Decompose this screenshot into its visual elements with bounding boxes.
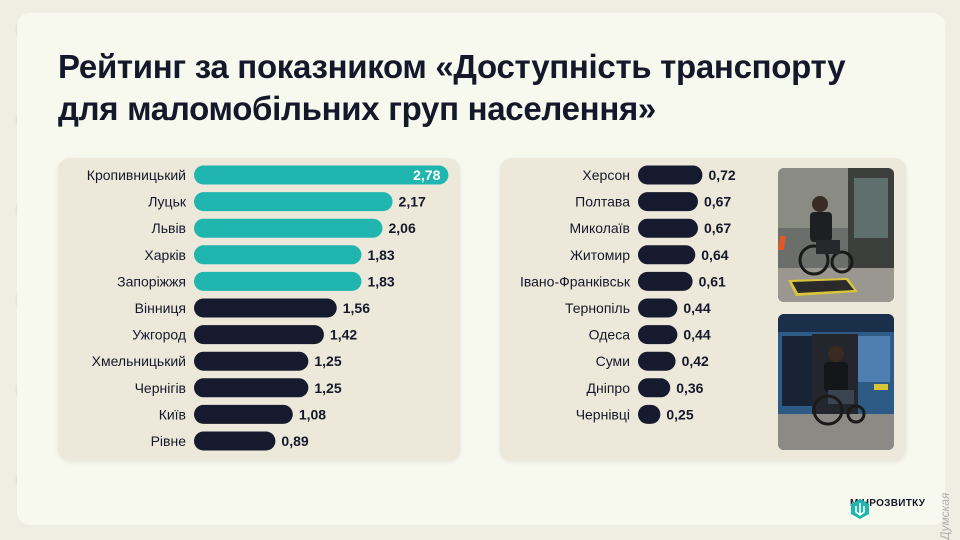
category-label: Харків <box>144 247 186 263</box>
category-label: Івано-Франківськ <box>520 273 631 289</box>
category-label: Чернівці <box>576 406 630 422</box>
bar <box>194 245 362 265</box>
category-label: Рівне <box>151 433 187 449</box>
bar <box>638 192 698 212</box>
watermark: Думская <box>938 492 952 540</box>
data-label: 0,44 <box>683 327 710 343</box>
category-label: Херсон <box>582 167 630 183</box>
category-label: Запоріжжя <box>117 273 186 289</box>
bar <box>194 165 449 185</box>
data-label: 0,42 <box>682 353 709 369</box>
logo-text: МІНРОЗВИТКУ <box>850 498 926 509</box>
bar <box>194 218 383 238</box>
category-label: Миколаїв <box>569 220 630 236</box>
category-label: Полтава <box>575 194 630 210</box>
bar <box>194 431 276 451</box>
data-label: 2,78 <box>413 167 440 183</box>
bar <box>638 298 678 318</box>
bar <box>194 378 309 398</box>
photo-wheelchair-ramp <box>778 168 894 302</box>
bar <box>638 351 676 371</box>
category-label: Луцьк <box>148 194 187 210</box>
data-label: 0,36 <box>676 380 703 396</box>
category-label: Тернопіль <box>565 300 630 316</box>
category-label: Львів <box>152 220 186 236</box>
data-label: 0,67 <box>704 220 731 236</box>
category-label: Ужгород <box>132 327 186 343</box>
category-label: Хмельницький <box>92 353 186 369</box>
category-label: Одеса <box>589 327 631 343</box>
bar <box>194 192 393 212</box>
data-label: 0,67 <box>704 194 731 210</box>
bar <box>638 271 693 291</box>
category-label: Вінниця <box>135 300 186 316</box>
category-label: Кропивницький <box>87 167 186 183</box>
bar <box>194 298 337 318</box>
data-label: 2,17 <box>399 194 426 210</box>
data-label: 1,25 <box>314 380 341 396</box>
data-label: 1,25 <box>314 353 341 369</box>
data-label: 2,06 <box>388 220 415 236</box>
bar <box>194 271 362 291</box>
bar <box>638 325 678 345</box>
data-label: 1,08 <box>299 406 326 422</box>
category-label: Житомир <box>570 247 630 263</box>
category-label: Суми <box>596 353 630 369</box>
data-label: 0,61 <box>699 273 726 289</box>
category-label: Дніпро <box>587 380 631 396</box>
data-label: 1,56 <box>343 300 370 316</box>
bar <box>638 404 661 424</box>
bar <box>638 165 703 185</box>
data-label: 0,44 <box>683 300 710 316</box>
bar <box>194 404 293 424</box>
ministry-logo: МІНРОЗВИТКУ <box>850 498 926 519</box>
category-label: Київ <box>159 406 186 422</box>
bar <box>638 245 696 265</box>
data-label: 1,42 <box>330 327 357 343</box>
data-label: 0,64 <box>701 247 728 263</box>
bar <box>194 351 309 371</box>
data-label: 0,89 <box>281 433 308 449</box>
data-label: 1,83 <box>367 273 394 289</box>
photo-wheelchair-bus <box>778 314 894 450</box>
data-label: 0,25 <box>666 406 693 422</box>
data-label: 1,83 <box>367 247 394 263</box>
category-label: Чернігів <box>135 380 186 396</box>
data-label: 0,72 <box>708 167 735 183</box>
bar <box>638 378 671 398</box>
bar <box>194 325 324 345</box>
bar <box>638 218 698 238</box>
page-title: Рейтинг за показником «Доступність транс… <box>58 48 846 127</box>
ministry-emblem-icon <box>851 499 869 519</box>
